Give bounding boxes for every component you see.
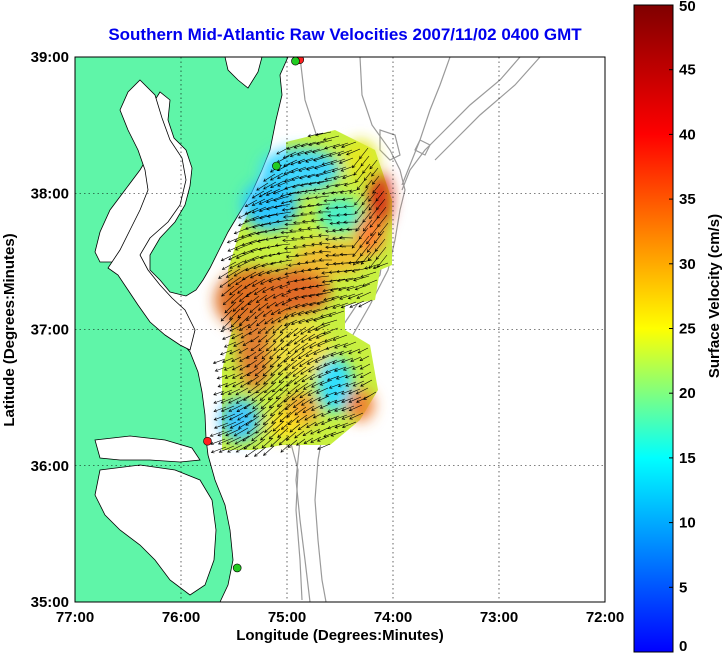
colorbar-tick-label: 0 — [679, 638, 687, 655]
colorbar-tick-label: 35 — [679, 191, 696, 208]
y-tick-label: 37:00 — [31, 322, 69, 339]
velocity-vectors — [209, 131, 389, 458]
x-tick-label: 75:00 — [268, 609, 306, 626]
velocity-color-field — [215, 130, 392, 450]
colorbar — [633, 4, 674, 653]
station-marker — [291, 57, 300, 66]
station-marker — [272, 161, 281, 171]
colorbar-tick-label: 25 — [679, 321, 696, 338]
colorbar-label: Surface Velocity (cm/s) — [706, 214, 723, 378]
lat-lon-grid — [75, 57, 605, 602]
colorbar-tick-label: 50 — [679, 0, 696, 15]
x-tick-labels: 77:00 76:00 75:00 74:00 73:00 72:00 — [56, 609, 624, 626]
chesapeake-bay — [107, 79, 196, 351]
x-tick-label: 73:00 — [480, 609, 518, 626]
x-tick-label: 72:00 — [586, 609, 624, 626]
station-marker — [203, 436, 212, 446]
colorbar-tick-label: 5 — [679, 579, 687, 596]
colorbar-tick-label: 40 — [679, 126, 696, 143]
vector-arrows-path — [209, 131, 389, 458]
colorbar-tick-label: 20 — [679, 385, 696, 402]
y-tick-labels: 39:00 38:00 37:00 36:00 35:00 — [31, 49, 69, 611]
delaware-bay — [224, 57, 263, 89]
colorbar-tick-label: 15 — [679, 450, 696, 467]
y-tick-label: 36:00 — [31, 458, 69, 475]
chart-title: Southern Mid-Atlantic Raw Velocities 200… — [108, 25, 582, 44]
x-tick-label: 76:00 — [162, 609, 200, 626]
y-tick-label: 38:00 — [31, 185, 69, 202]
map-plot-area — [75, 57, 605, 602]
pamlico-sound — [94, 464, 217, 596]
station-marker — [232, 563, 242, 573]
colorbar-tick-label: 30 — [679, 256, 696, 273]
colorbar-ticks: 0 5 10 15 20 25 30 35 40 45 50 — [669, 0, 696, 655]
y-axis-label: Latitude (Degrees:Minutes) — [1, 233, 18, 426]
x-tick-label: 77:00 — [56, 609, 94, 626]
y-tick-label: 39:00 — [31, 49, 69, 66]
colorbar-tick-label: 10 — [679, 515, 696, 532]
y-tick-label: 35:00 — [31, 594, 69, 611]
albemarle-sound — [94, 435, 201, 463]
plot-frame — [74, 56, 606, 603]
x-tick-label: 74:00 — [374, 609, 412, 626]
x-axis-label: Longitude (Degrees:Minutes) — [236, 627, 444, 644]
colorbar-tick-label: 45 — [679, 62, 696, 79]
